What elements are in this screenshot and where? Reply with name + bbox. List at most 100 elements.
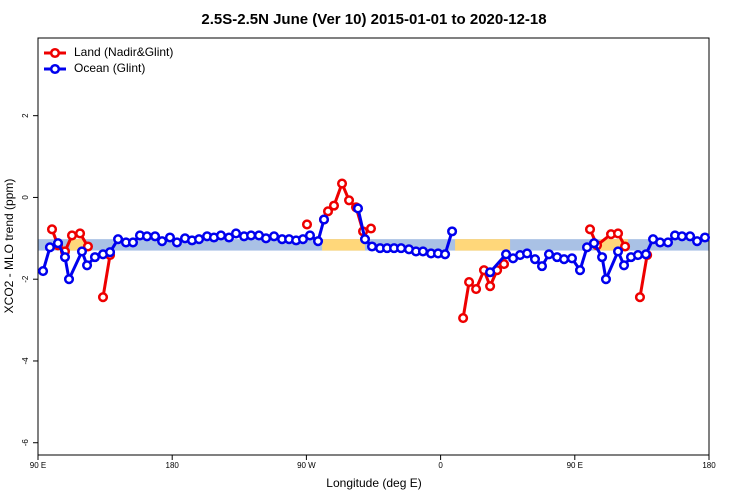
series-point [655,237,666,248]
series-point [597,252,608,263]
series-point [522,248,533,259]
series-point [336,178,348,189]
series-point [584,224,596,235]
series-point [618,260,630,271]
highlight-range [455,239,511,251]
series-point [366,241,378,252]
series-point [662,237,674,248]
y-tick-label: -2 [21,275,30,283]
series-point [692,236,703,247]
series-point [485,281,496,292]
legend-marker [49,47,61,59]
series-point [59,252,71,263]
series-point [543,249,555,260]
y-tick-label: -6 [21,439,30,447]
series-point [38,265,49,277]
series-point [141,231,153,242]
series-point [246,230,257,241]
series-point [104,247,116,258]
series-point [301,219,313,230]
chart-title: 2.5S-2.5N June (Ver 10) 2015-01-01 to 20… [201,11,546,28]
series-point [157,236,168,247]
series-point [581,242,593,253]
y-axis-label: XCO2 - MLO trend (ppm) [2,179,16,314]
x-tick-label: 90 E [30,461,46,470]
series-point [82,260,93,271]
series-point [396,243,407,254]
series-point [359,234,371,245]
series-point [215,230,227,241]
plot-frame [37,37,710,456]
series-point [440,249,451,260]
series-point [312,236,324,247]
highlight-range [70,239,85,251]
series-point [52,238,64,249]
legend-label: Land (Nadir&Glint) [74,45,173,59]
series-point [634,292,646,303]
series-point [328,200,340,211]
series-point [600,274,612,285]
y-tick-label: 0 [21,195,30,200]
series-point [113,234,124,245]
x-axis-label: Longitude (deg E) [326,476,421,490]
series-point [685,231,696,242]
series-point [97,292,109,303]
series-point [223,232,235,243]
series-point [76,246,88,257]
series-point [343,195,355,206]
series-point [318,214,330,225]
series-point [588,238,600,249]
series-point [612,246,624,257]
highlight-range [599,239,629,251]
series-point [485,267,496,278]
series-point [127,237,139,248]
series-line [101,254,112,298]
series-point [44,242,55,253]
series-point [260,233,272,244]
series-point [620,241,631,252]
series-point [612,228,624,239]
series-point [458,312,469,324]
series-point [640,249,651,260]
series-point [529,254,541,265]
series-point [574,265,586,276]
series-point [498,259,510,270]
series-point [365,223,377,234]
series-point [566,253,578,264]
series-point [322,206,334,217]
series-point [193,234,205,245]
series-point [676,231,688,242]
series-point [82,241,94,252]
series-point [66,230,78,241]
highlight-range [322,239,366,251]
x-tick-label: 180 [166,461,180,470]
legend-marker [49,63,61,75]
series-point [464,277,475,288]
series-point [559,254,570,265]
series-point [447,226,458,237]
series-point [63,274,75,285]
x-tick-label: 90 W [297,461,316,470]
y-tick-label: -4 [21,357,30,365]
series-point [471,283,482,295]
series-point [632,250,644,261]
series-point [230,228,242,239]
series-point [536,261,548,272]
series-point [304,230,316,241]
series-point [417,246,429,257]
series-point [352,203,364,214]
legend-label: Ocean (Glint) [74,61,145,75]
x-tick-label: 180 [702,461,716,470]
y-tick-label: 2 [21,113,30,118]
series-point [171,237,183,248]
x-tick-label: 90 E [567,461,583,470]
x-tick-label: 0 [438,461,443,470]
series-point [501,249,512,260]
series-line [638,254,649,298]
series-point [268,231,280,242]
series-point [150,231,161,242]
series-point [74,228,86,239]
series-point [89,252,101,263]
